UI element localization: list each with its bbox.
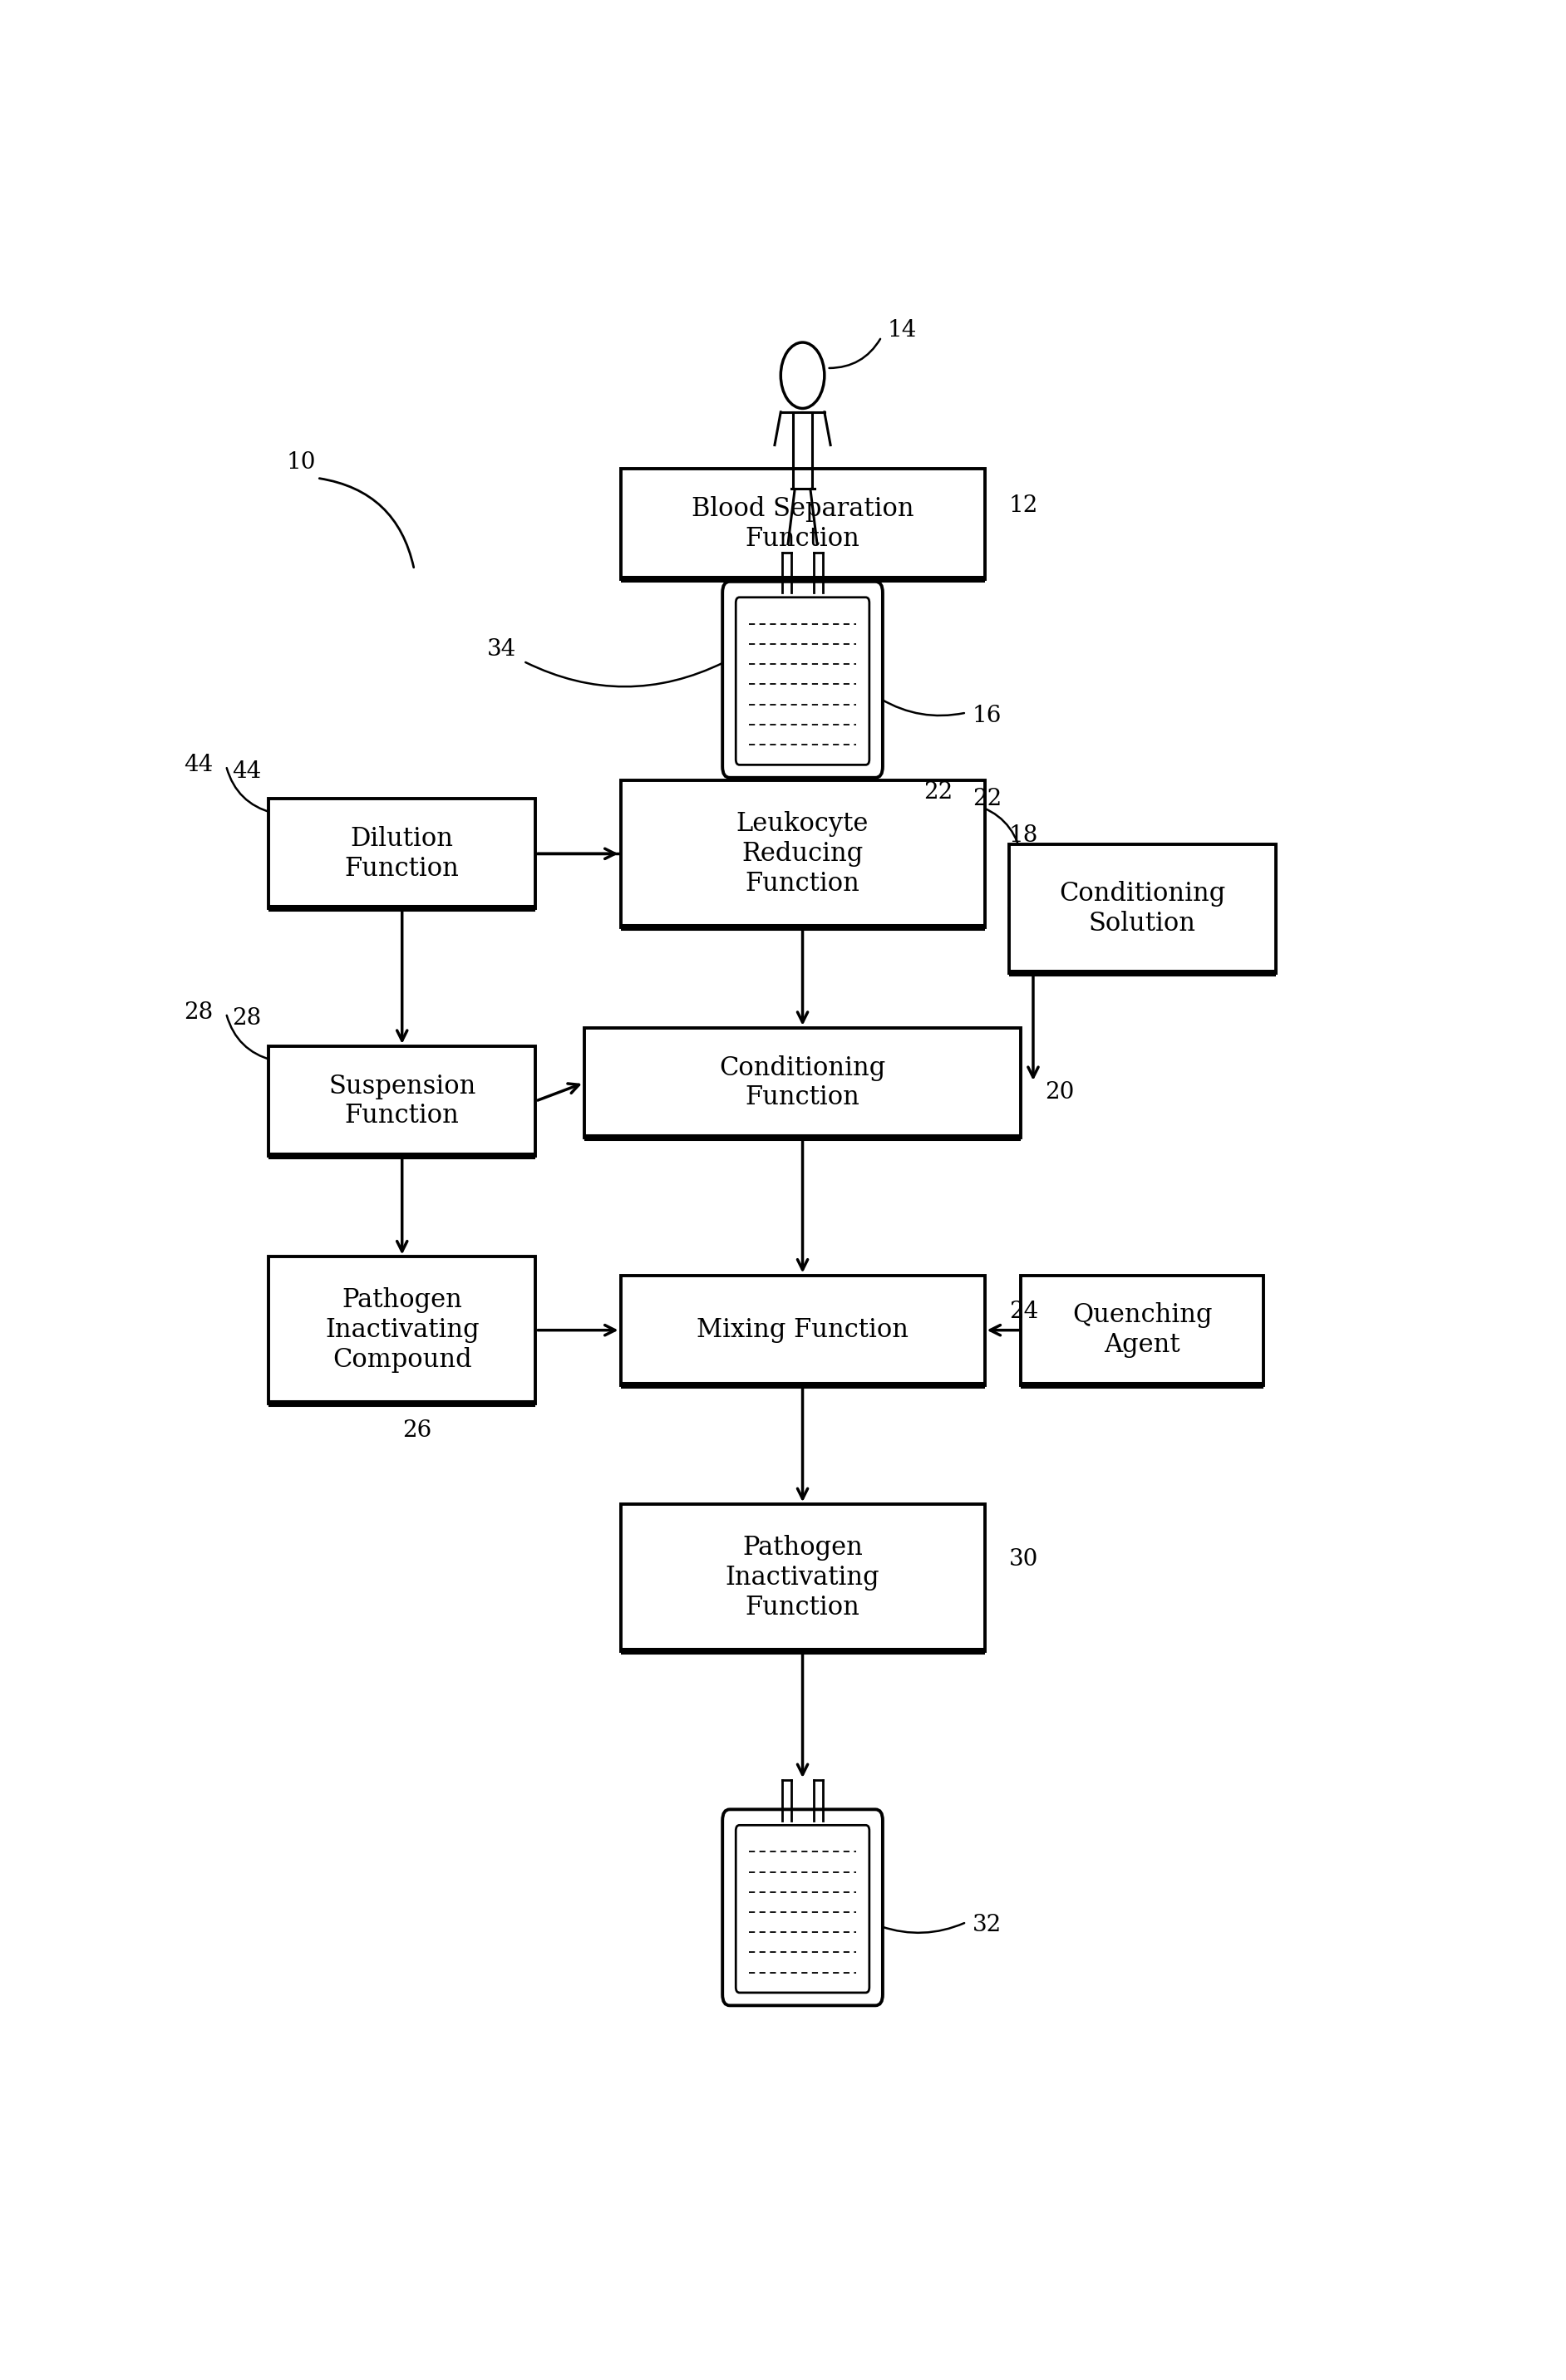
Text: 20: 20 (1046, 1081, 1074, 1104)
Text: 10: 10 (287, 452, 316, 474)
Text: 28: 28 (232, 1007, 262, 1031)
Text: Conditioning
Function: Conditioning Function (719, 1054, 886, 1111)
Bar (1009, 845, 1276, 973)
Text: 22: 22 (924, 781, 954, 804)
Text: Pathogen
Inactivating
Function: Pathogen Inactivating Function (725, 1535, 880, 1621)
Text: 12: 12 (1009, 495, 1038, 516)
Text: Blood Separation
Function: Blood Separation Function (691, 495, 915, 552)
Text: Suspension
Function: Suspension Function (329, 1073, 476, 1128)
FancyBboxPatch shape (736, 597, 869, 764)
Text: Quenching
Agent: Quenching Agent (1073, 1302, 1212, 1359)
Text: Leukocyte
Reducing
Function: Leukocyte Reducing Function (736, 812, 869, 897)
Bar (620, 1276, 985, 1385)
FancyBboxPatch shape (722, 1809, 883, 2006)
Bar (269, 1047, 536, 1157)
Text: 32: 32 (972, 1914, 1002, 1937)
Text: Pathogen
Inactivating
Compound: Pathogen Inactivating Compound (324, 1288, 479, 1373)
Text: 24: 24 (1009, 1299, 1038, 1323)
Text: Mixing Function: Mixing Function (697, 1316, 908, 1342)
FancyBboxPatch shape (722, 581, 883, 778)
Bar (269, 1257, 536, 1404)
Text: 22: 22 (972, 788, 1002, 809)
Text: 44: 44 (232, 759, 262, 783)
Bar (584, 1028, 1021, 1138)
Text: Dilution
Function: Dilution Function (345, 826, 459, 881)
Bar (620, 1504, 985, 1652)
Text: 44: 44 (183, 754, 213, 776)
Bar (620, 781, 985, 926)
Text: 34: 34 (487, 638, 517, 662)
Text: 16: 16 (972, 704, 1002, 726)
Text: 26: 26 (402, 1421, 431, 1442)
Text: Conditioning
Solution: Conditioning Solution (1059, 881, 1226, 935)
Text: 30: 30 (1009, 1547, 1038, 1571)
FancyBboxPatch shape (736, 1825, 869, 1992)
Bar (620, 469, 985, 578)
Text: 18: 18 (1009, 823, 1038, 847)
Bar (269, 800, 536, 909)
Bar (1021, 1276, 1264, 1385)
Text: 14: 14 (888, 319, 918, 343)
Text: 28: 28 (183, 1002, 213, 1023)
